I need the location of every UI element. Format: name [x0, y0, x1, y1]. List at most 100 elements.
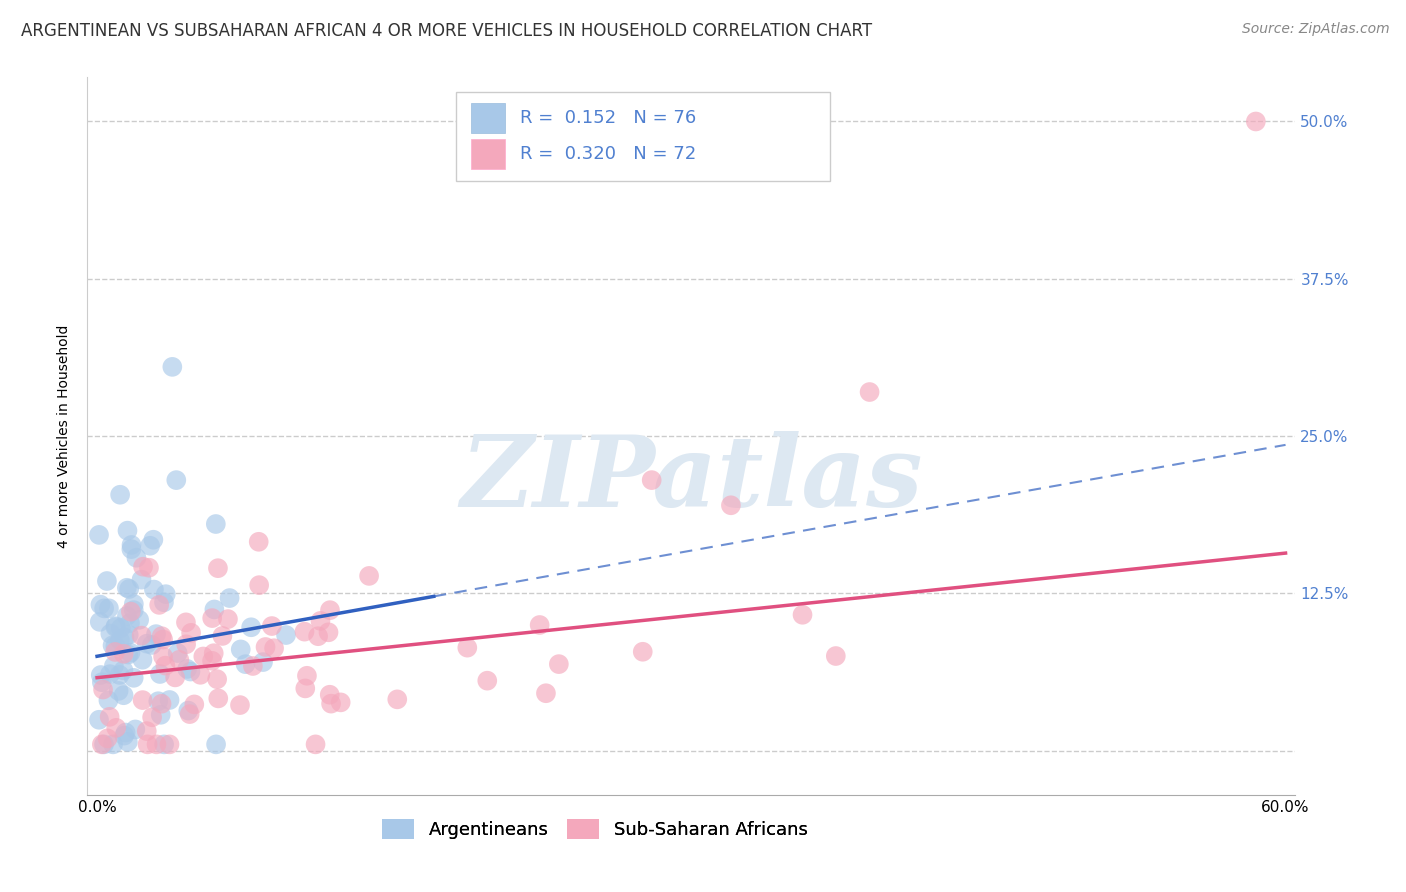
- Point: [180, 625, 202, 640]
- Point: [179, 665, 201, 679]
- Point: [114, 725, 136, 739]
- Point: [148, 694, 170, 708]
- Y-axis label: 4 or more Vehicles in Household: 4 or more Vehicles in Household: [58, 325, 72, 548]
- Point: [110, 621, 132, 635]
- Point: [294, 681, 316, 696]
- Point: [319, 697, 342, 711]
- Point: [162, 359, 184, 374]
- Point: [217, 612, 239, 626]
- Point: [89, 598, 111, 612]
- Point: [631, 645, 654, 659]
- Point: [295, 669, 318, 683]
- Point: [93, 601, 115, 615]
- FancyBboxPatch shape: [456, 92, 831, 181]
- Point: [149, 707, 172, 722]
- Point: [115, 609, 138, 624]
- Point: [112, 729, 135, 743]
- Point: [1244, 114, 1267, 128]
- Point: [115, 581, 138, 595]
- Point: [121, 538, 143, 552]
- Point: [247, 534, 270, 549]
- Point: [135, 637, 157, 651]
- Point: [211, 629, 233, 643]
- Point: [128, 613, 150, 627]
- Point: [153, 595, 176, 609]
- Point: [207, 691, 229, 706]
- Point: [131, 653, 153, 667]
- Point: [120, 542, 142, 557]
- Point: [159, 693, 181, 707]
- Point: [114, 631, 136, 645]
- Point: [547, 657, 569, 672]
- Point: [202, 602, 225, 616]
- Point: [112, 688, 135, 702]
- Point: [529, 618, 551, 632]
- Point: [117, 524, 139, 538]
- Point: [858, 384, 880, 399]
- Point: [90, 737, 112, 751]
- Point: [87, 528, 110, 542]
- Point: [240, 620, 263, 634]
- Point: [309, 614, 332, 628]
- Text: ZIPatlas: ZIPatlas: [460, 431, 922, 527]
- Point: [260, 619, 283, 633]
- Point: [205, 737, 228, 751]
- Point: [131, 693, 153, 707]
- Point: [155, 658, 177, 673]
- Point: [190, 668, 212, 682]
- Point: [96, 574, 118, 588]
- Point: [824, 648, 846, 663]
- Point: [477, 673, 499, 688]
- Point: [193, 649, 215, 664]
- Point: [149, 667, 172, 681]
- Point: [641, 473, 664, 487]
- Point: [179, 707, 201, 722]
- Point: [132, 559, 155, 574]
- Point: [101, 638, 124, 652]
- Point: [456, 640, 478, 655]
- Point: [104, 645, 127, 659]
- Point: [97, 601, 120, 615]
- Point: [131, 573, 153, 587]
- Legend: Argentineans, Sub-Saharan Africans: Argentineans, Sub-Saharan Africans: [374, 812, 814, 847]
- Point: [108, 668, 131, 682]
- Point: [141, 638, 163, 652]
- FancyBboxPatch shape: [471, 139, 505, 169]
- Point: [159, 737, 181, 751]
- Point: [202, 646, 225, 660]
- Point: [252, 655, 274, 669]
- Point: [534, 686, 557, 700]
- Point: [304, 737, 326, 751]
- FancyBboxPatch shape: [471, 103, 505, 134]
- Point: [87, 713, 110, 727]
- Point: [263, 641, 285, 656]
- Point: [96, 731, 118, 746]
- Point: [104, 620, 127, 634]
- Point: [91, 682, 114, 697]
- Point: [120, 646, 142, 660]
- Point: [177, 704, 200, 718]
- Point: [142, 533, 165, 547]
- Point: [148, 598, 170, 612]
- Point: [108, 633, 131, 648]
- Point: [153, 737, 176, 751]
- Text: R =  0.152   N = 76: R = 0.152 N = 76: [520, 110, 696, 128]
- Point: [174, 615, 197, 630]
- Point: [125, 550, 148, 565]
- Point: [201, 611, 224, 625]
- Point: [118, 582, 141, 596]
- Text: R =  0.320   N = 72: R = 0.320 N = 72: [520, 145, 696, 163]
- Point: [254, 640, 277, 654]
- Point: [319, 688, 342, 702]
- Text: Source: ZipAtlas.com: Source: ZipAtlas.com: [1241, 22, 1389, 37]
- Point: [150, 697, 173, 711]
- Point: [118, 628, 141, 642]
- Point: [142, 582, 165, 597]
- Point: [720, 498, 742, 512]
- Point: [329, 695, 352, 709]
- Point: [152, 632, 174, 647]
- Point: [145, 627, 167, 641]
- Point: [319, 603, 342, 617]
- Point: [107, 684, 129, 698]
- Point: [318, 625, 340, 640]
